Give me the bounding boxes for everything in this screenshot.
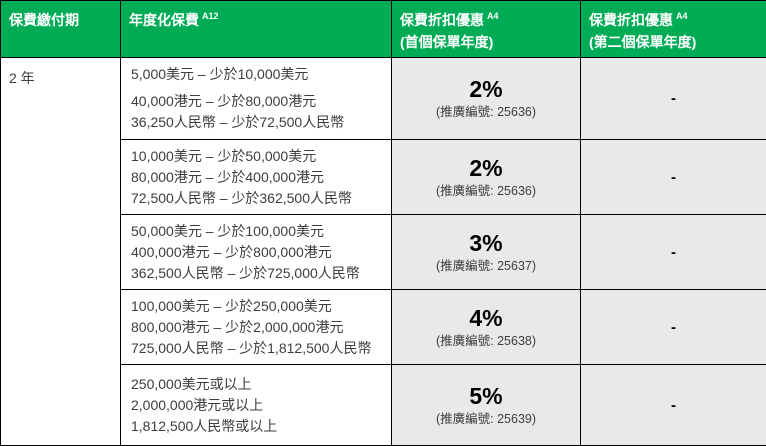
header-payment-period: 保費繳付期 (1, 1, 121, 58)
header-discount-second-subtitle: (第二個保單年度) (589, 31, 758, 53)
footnote-ref-a12: A12 (202, 11, 219, 21)
discount-first-year-cell-3: 3% (推廣編號: 25637) (392, 215, 581, 290)
premium-range-hkd: 2,000,000港元或以上 (131, 395, 381, 416)
tier-row-1: 2 年 5,000美元 – 少於10,000美元 40,000港元 – 少於80… (1, 58, 766, 140)
discount-percentage: 4% (394, 305, 578, 332)
premium-range-usd: 10,000美元 – 少於50,000美元 (131, 146, 381, 167)
premium-range-rmb: 1,812,500人民幣或以上 (131, 416, 381, 437)
header-discount-first-label: 保費折扣優惠 (400, 12, 484, 28)
premium-range-cell-2: 10,000美元 – 少於50,000美元 80,000港元 – 少於400,0… (121, 140, 392, 215)
premium-range-hkd: 80,000港元 – 少於400,000港元 (131, 167, 381, 188)
premium-range-usd: 5,000美元 – 少於10,000美元 (131, 64, 381, 85)
premium-range-cell-3: 50,000美元 – 少於100,000美元 400,000港元 – 少於800… (121, 215, 392, 290)
header-payment-period-label: 保費繳付期 (9, 12, 79, 28)
footnote-ref-a4-second: A4 (676, 11, 688, 21)
discount-percentage: 2% (394, 76, 578, 103)
discount-first-year-cell-4: 4% (推廣編號: 25638) (392, 290, 581, 365)
footnote-ref-a4-first: A4 (487, 11, 499, 21)
premium-range-usd: 250,000美元或以上 (131, 374, 381, 395)
discount-percentage: 2% (394, 155, 578, 182)
discount-percentage: 5% (394, 383, 578, 410)
premium-range-cell-5: 250,000美元或以上 2,000,000港元或以上 1,812,500人民幣… (121, 365, 392, 446)
premium-range-rmb: 72,500人民幣 – 少於362,500人民幣 (131, 188, 381, 209)
premium-range-hkd: 800,000港元 – 少於2,000,000港元 (131, 317, 381, 338)
discount-percentage: 3% (394, 230, 578, 257)
discount-first-year-cell-1: 2% (推廣編號: 25636) (392, 58, 581, 140)
header-discount-first-subtitle: (首個保單年度) (400, 31, 572, 53)
header-discount-second-label: 保費折扣優惠 (589, 12, 673, 28)
discount-second-year-cell-3: - (581, 215, 766, 290)
discount-first-year-cell-2: 2% (推廣編號: 25636) (392, 140, 581, 215)
discount-second-year-cell-4: - (581, 290, 766, 365)
promo-code: (推廣編號: 25639) (394, 411, 578, 428)
premium-range-rmb: 36,250人民幣 – 少於72,500人民幣 (131, 112, 381, 133)
premium-range-hkd: 40,000港元 – 少於80,000港元 (131, 91, 381, 112)
discount-second-year-cell-5: - (581, 365, 766, 446)
premium-range-cell-1: 5,000美元 – 少於10,000美元 40,000港元 – 少於80,000… (121, 58, 392, 140)
premium-range-rmb: 362,500人民幣 – 少於725,000人民幣 (131, 263, 381, 284)
promo-code: (推廣編號: 25638) (394, 333, 578, 350)
premium-range-cell-4: 100,000美元 – 少於250,000美元 800,000港元 – 少於2,… (121, 290, 392, 365)
discount-first-year-cell-5: 5% (推廣編號: 25639) (392, 365, 581, 446)
discount-second-year-cell-2: - (581, 140, 766, 215)
payment-period-cell: 2 年 (1, 58, 121, 446)
premium-range-hkd: 400,000港元 – 少於800,000港元 (131, 242, 381, 263)
promo-code: (推廣編號: 25636) (394, 183, 578, 200)
discount-second-year-cell-1: - (581, 58, 766, 140)
premium-range-rmb: 725,000人民幣 – 少於1,812,500人民幣 (131, 338, 381, 359)
promo-code: (推廣編號: 25637) (394, 258, 578, 275)
premium-range-usd: 100,000美元 – 少於250,000美元 (131, 296, 381, 317)
premium-range-usd: 50,000美元 – 少於100,000美元 (131, 221, 381, 242)
promo-code: (推廣編號: 25636) (394, 104, 578, 121)
header-annualized-premium-label: 年度化保費 (129, 12, 199, 28)
